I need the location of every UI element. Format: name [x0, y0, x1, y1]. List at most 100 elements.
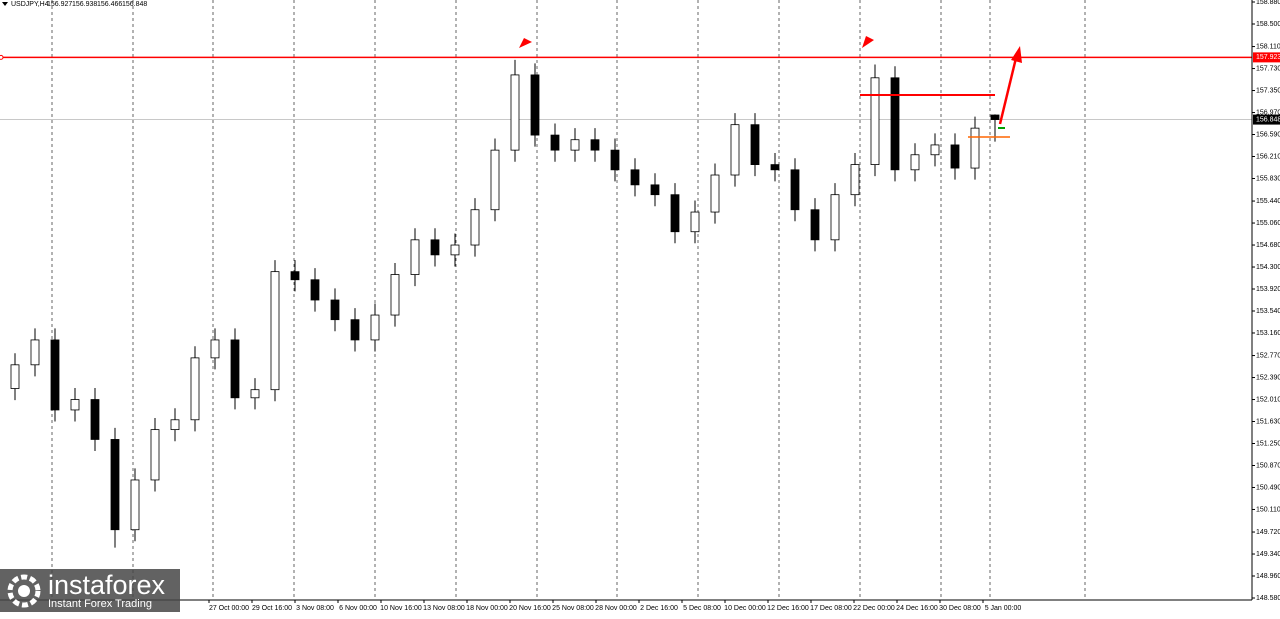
candle-body — [150, 429, 160, 481]
candle-body — [650, 184, 660, 196]
y-tick-label: 158.110 — [1256, 43, 1280, 50]
candle-body — [750, 124, 760, 165]
price-level-handle — [0, 54, 4, 60]
y-tick-label: 156.970 — [1256, 109, 1280, 116]
ohlc-low: 156.466 — [97, 1, 122, 8]
candle-body — [610, 149, 620, 171]
candle-body — [670, 194, 680, 233]
price-level-label: 157.923 — [1256, 54, 1280, 61]
y-tick-label: 149.340 — [1256, 551, 1280, 558]
candle-body — [510, 74, 520, 151]
x-tick-label: 3 Nov 08:00 — [296, 605, 334, 612]
forecast-arrow-head — [1011, 46, 1022, 63]
candle-body — [870, 77, 880, 165]
candle-body — [310, 279, 320, 301]
candle-body — [770, 164, 780, 171]
marker-arrow — [862, 36, 874, 48]
candle-body — [90, 399, 100, 440]
y-tick-label: 155.060 — [1256, 220, 1280, 227]
x-tick-label: 5 Dec 08:00 — [683, 605, 721, 612]
x-tick-label: 12 Dec 16:00 — [767, 605, 809, 612]
y-tick-label: 148.960 — [1256, 573, 1280, 580]
y-tick-label: 150.870 — [1256, 462, 1280, 469]
y-tick-label: 157.350 — [1256, 87, 1280, 94]
candle-body — [370, 314, 380, 341]
candle-body — [590, 139, 600, 151]
y-tick-label: 152.770 — [1256, 352, 1280, 359]
candle-body — [230, 339, 240, 399]
candle-body — [270, 271, 280, 391]
logo: instaforex Instant Forex Trading — [0, 569, 180, 612]
candle-body — [70, 399, 80, 411]
x-tick-label: 5 Jan 00:00 — [985, 605, 1022, 612]
candle-body — [550, 134, 560, 151]
x-tick-label: 2 Dec 16:00 — [640, 605, 678, 612]
y-tick-label: 153.540 — [1256, 308, 1280, 315]
x-tick-label: 10 Dec 00:00 — [724, 605, 766, 612]
candle-body — [350, 319, 360, 341]
header: USDJPY,H4 156.927 156.938 156.466 156.84… — [2, 1, 147, 8]
candle-body — [10, 364, 20, 389]
candle-body — [290, 271, 300, 281]
x-tick-label: 13 Nov 08:00 — [423, 605, 465, 612]
candle-body — [810, 209, 820, 241]
candle-body — [570, 139, 580, 151]
candle-body — [50, 339, 60, 411]
y-tick-label: 153.160 — [1256, 330, 1280, 337]
ohlc-close: 156.848 — [122, 1, 147, 8]
candle-body — [450, 244, 460, 256]
y-tick-label: 151.630 — [1256, 418, 1280, 425]
x-tick-label: 18 Nov 00:00 — [466, 605, 508, 612]
candle-body — [190, 357, 200, 421]
y-tick-label: 151.250 — [1256, 440, 1280, 447]
y-tick-label: 153.920 — [1256, 286, 1280, 293]
x-tick-label: 10 Nov 16:00 — [380, 605, 422, 612]
logo-icon — [7, 574, 41, 607]
current-price-label: 156.848 — [1256, 116, 1280, 123]
annotations — [519, 36, 1022, 138]
x-tick-label: 6 Nov 00:00 — [339, 605, 377, 612]
candle-body — [830, 194, 840, 241]
y-tick-label: 149.720 — [1256, 529, 1280, 536]
y-tick-label: 155.830 — [1256, 175, 1280, 182]
candle-body — [950, 144, 960, 169]
x-tick-label: 22 Dec 00:00 — [853, 605, 895, 612]
logo-name: instaforex — [48, 569, 166, 600]
current-price-tag — [1253, 114, 1280, 125]
y-tick-label: 150.110 — [1256, 506, 1280, 513]
y-tick-label: 152.390 — [1256, 374, 1280, 381]
y-tick-label: 157.730 — [1256, 65, 1280, 72]
symbol: USDJPY,H4 — [11, 1, 49, 8]
candle-body — [410, 239, 420, 275]
y-tick-label: 148.580 — [1256, 595, 1280, 602]
x-tick-label: 20 Nov 16:00 — [509, 605, 551, 612]
x-tick-label: 25 Nov 08:00 — [552, 605, 594, 612]
candle-body — [890, 77, 900, 171]
x-tick-label: 24 Dec 16:00 — [896, 605, 938, 612]
ohlc-open: 156.927 — [47, 1, 72, 8]
candle-body — [690, 211, 700, 233]
y-tick-label: 156.210 — [1256, 153, 1280, 160]
y-tick-label: 156.590 — [1256, 131, 1280, 138]
x-tick-label: 29 Oct 16:00 — [252, 605, 292, 612]
candle-body — [330, 299, 340, 321]
ohlc-high: 156.938 — [72, 1, 97, 8]
x-tick-label: 28 Nov 00:00 — [595, 605, 637, 612]
candle-body — [110, 439, 120, 531]
candle-body — [790, 169, 800, 211]
candle-body — [470, 209, 480, 246]
menu-arrow — [2, 2, 8, 6]
candle-body — [430, 239, 440, 256]
candle-body — [490, 149, 500, 211]
candle-body — [130, 479, 140, 531]
candle-body — [390, 274, 400, 316]
candle-body — [970, 127, 980, 169]
candle-body — [850, 164, 860, 196]
candle-body — [250, 389, 260, 399]
x-tick-label: 27 Oct 00:00 — [209, 605, 249, 612]
candle-body — [930, 144, 940, 156]
x-tick-label: 17 Dec 08:00 — [810, 605, 852, 612]
candle-body — [170, 419, 180, 431]
